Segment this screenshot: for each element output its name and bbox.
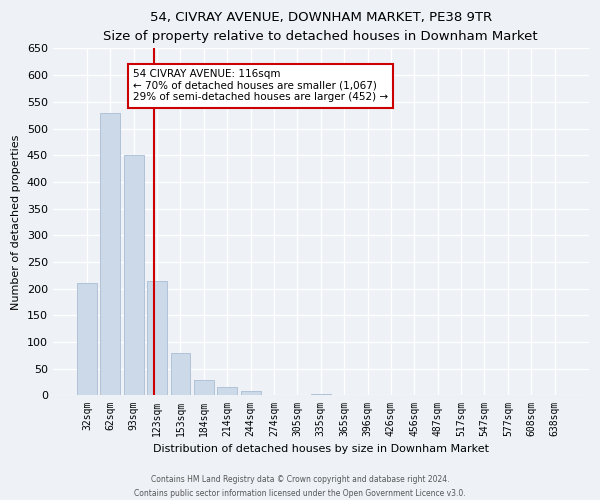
Bar	[100, 112, 120, 396]
Title: 54, CIVRAY AVENUE, DOWNHAM MARKET, PE38 9TR
Size of property relative to detache: 54, CIVRAY AVENUE, DOWNHAM MARKET, PE38 …	[103, 11, 538, 43]
Bar	[170, 352, 190, 396]
Bar	[147, 280, 167, 396]
Bar	[77, 284, 97, 396]
Bar	[194, 380, 214, 396]
Y-axis label: Number of detached properties: Number of detached properties	[11, 134, 21, 310]
X-axis label: Distribution of detached houses by size in Downham Market: Distribution of detached houses by size …	[153, 444, 489, 454]
Bar	[241, 391, 260, 396]
Bar	[124, 155, 143, 396]
Bar	[521, 395, 541, 396]
Bar	[545, 395, 565, 396]
Bar	[311, 394, 331, 396]
Text: 54 CIVRAY AVENUE: 116sqm
← 70% of detached houses are smaller (1,067)
29% of sem: 54 CIVRAY AVENUE: 116sqm ← 70% of detach…	[133, 70, 388, 102]
Bar	[217, 388, 237, 396]
Bar	[451, 395, 471, 396]
Text: Contains HM Land Registry data © Crown copyright and database right 2024.
Contai: Contains HM Land Registry data © Crown c…	[134, 476, 466, 498]
